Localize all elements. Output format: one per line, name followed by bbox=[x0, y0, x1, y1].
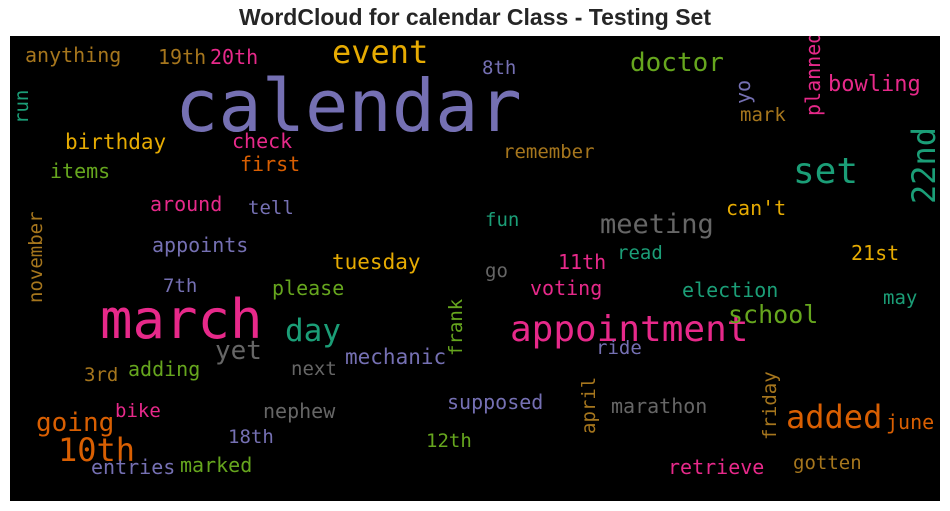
word-november: november bbox=[25, 211, 47, 303]
wordcloud-canvas: calendar march appointment set event 22nd 10th… bbox=[10, 36, 940, 501]
chart-title: WordCloud for calendar Class - Testing S… bbox=[239, 4, 711, 30]
word-doctor: doctor bbox=[630, 48, 724, 78]
wordcloud-svg: calendar march appointment set event 22nd 10th… bbox=[11, 36, 940, 479]
word-bowling: bowling bbox=[828, 72, 921, 97]
word-april: april bbox=[578, 377, 600, 434]
word-calendar: calendar bbox=[175, 64, 522, 148]
word-gotten: gotten bbox=[793, 452, 862, 474]
word-first: first bbox=[240, 152, 300, 176]
word-check: check bbox=[232, 129, 292, 153]
word-ride: ride bbox=[596, 337, 642, 359]
word-birthday: birthday bbox=[65, 130, 166, 154]
word-7th: 7th bbox=[163, 275, 197, 297]
word-school: school bbox=[728, 300, 818, 329]
word-can-t: can't bbox=[726, 196, 786, 220]
word-event: event bbox=[332, 36, 428, 71]
word-yet: yet bbox=[215, 336, 262, 366]
word-retrieve: retrieve bbox=[668, 455, 764, 479]
word-21st: 21st bbox=[851, 241, 899, 265]
word-meeting: meeting bbox=[600, 209, 714, 240]
word-items: items bbox=[50, 159, 110, 183]
word-added: added bbox=[786, 398, 882, 436]
word-set: set bbox=[793, 151, 858, 192]
word-may: may bbox=[883, 287, 917, 309]
word-entries: entries bbox=[91, 455, 175, 479]
word-12th: 12th bbox=[426, 430, 472, 452]
word-march: march bbox=[100, 288, 263, 351]
word-appointment: appointment bbox=[510, 309, 748, 350]
word-day: day bbox=[285, 313, 341, 349]
word-june: june bbox=[886, 410, 934, 434]
word-frank: frank bbox=[445, 298, 467, 356]
word-planned: planned bbox=[801, 36, 825, 116]
word-nephew: nephew bbox=[263, 399, 336, 423]
word-around: around bbox=[150, 192, 222, 216]
word-20th: 20th bbox=[210, 45, 258, 69]
word-marked: marked bbox=[180, 453, 252, 477]
word-adding: adding bbox=[128, 357, 200, 381]
word-supposed: supposed bbox=[447, 390, 543, 414]
word-remember: remember bbox=[503, 141, 595, 163]
word-going: going bbox=[36, 408, 114, 438]
word-friday: friday bbox=[759, 371, 781, 440]
word-19th: 19th bbox=[158, 45, 206, 69]
word-8th: 8th bbox=[482, 57, 516, 79]
word-run: run bbox=[11, 90, 33, 124]
word-marathon: marathon bbox=[611, 394, 707, 418]
word-mark: mark bbox=[740, 104, 786, 126]
word-go: go bbox=[485, 260, 508, 282]
word-10th: 10th bbox=[58, 431, 135, 469]
word-next: next bbox=[291, 358, 337, 380]
word-anything: anything bbox=[25, 43, 121, 67]
word-22nd: 22nd bbox=[905, 127, 940, 204]
word-tuesday: tuesday bbox=[332, 250, 421, 274]
word-voting: voting bbox=[530, 276, 602, 300]
word-11th: 11th bbox=[558, 250, 606, 274]
word-18th: 18th bbox=[228, 426, 274, 448]
word-mechanic: mechanic bbox=[345, 345, 446, 369]
word-election: election bbox=[682, 278, 778, 302]
word-3rd: 3rd bbox=[84, 364, 118, 386]
word-appoints: appoints bbox=[152, 233, 248, 257]
word-yo: yo bbox=[731, 80, 755, 104]
word-read: read bbox=[617, 242, 663, 264]
word-tell: tell bbox=[248, 197, 294, 219]
word-fun: fun bbox=[485, 209, 519, 231]
word-bike: bike bbox=[115, 400, 161, 422]
word-please: please bbox=[272, 276, 344, 300]
